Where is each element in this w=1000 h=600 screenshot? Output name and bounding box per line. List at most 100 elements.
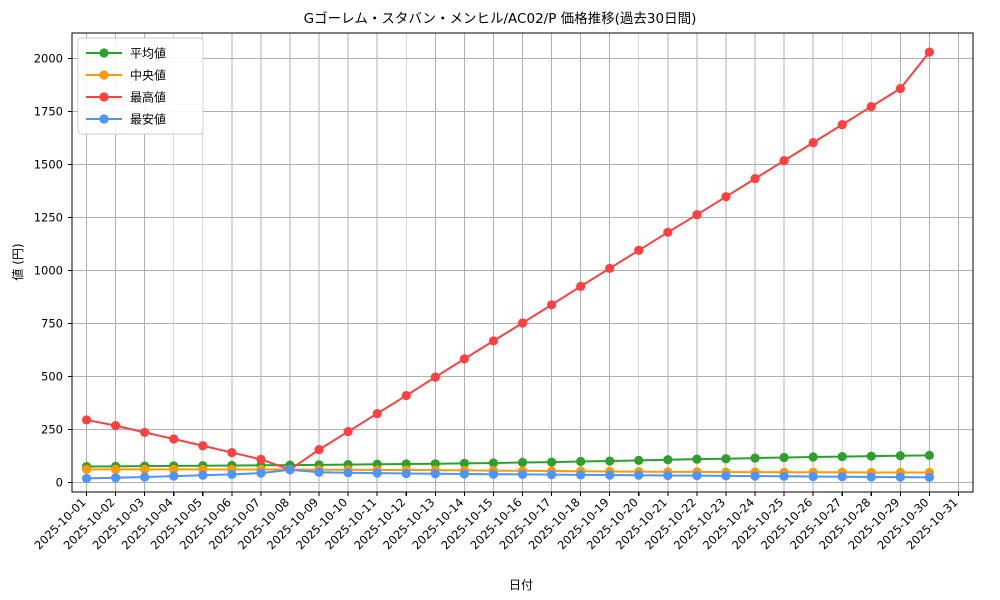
data-point-marker: [924, 450, 935, 460]
data-point-marker: [140, 472, 150, 482]
data-point-marker: [111, 464, 121, 474]
data-point-marker: [779, 471, 789, 481]
data-point-marker: [140, 464, 150, 474]
data-point-marker: [750, 453, 760, 463]
data-point-marker: [779, 452, 789, 463]
data-point-marker: [779, 156, 789, 166]
y-tick-label: 1000: [34, 263, 63, 277]
data-point-marker: [517, 457, 528, 468]
data-point-marker: [459, 354, 469, 364]
data-point-marker: [721, 192, 731, 202]
data-point-marker: [285, 465, 295, 475]
data-point-marker: [401, 468, 411, 479]
legend-item-2[interactable]: 中央値: [86, 68, 166, 83]
data-point-marker: [924, 47, 935, 57]
data-point-marker: [808, 471, 818, 482]
data-point-marker: [459, 469, 469, 479]
data-point-marker: [866, 472, 876, 482]
data-point-marker: [488, 469, 499, 479]
data-point-marker: [924, 472, 935, 482]
data-point-marker: [256, 468, 266, 478]
legend-item-3[interactable]: 最高値: [86, 90, 166, 105]
data-point-marker: [430, 469, 440, 479]
y-tick-label: 1750: [34, 104, 63, 118]
data-point-marker: [81, 415, 92, 425]
series-line: [85, 468, 931, 480]
data-point-marker: [605, 263, 615, 273]
data-point-marker: [372, 408, 382, 419]
data-point-marker: [488, 458, 499, 468]
data-point-marker: [692, 454, 702, 464]
data-point-marker: [837, 119, 847, 130]
data-point-marker: [343, 426, 353, 437]
data-point-marker: [837, 472, 847, 482]
series-line: [85, 454, 931, 468]
data-point-marker: [430, 459, 440, 469]
y-tick-label: 1500: [34, 157, 63, 171]
data-point-marker: [343, 468, 353, 478]
data-point-marker: [198, 441, 208, 451]
data-point-marker: [81, 473, 92, 484]
legend-item-4[interactable]: 最安値: [86, 112, 166, 127]
data-point-marker: [169, 471, 179, 481]
data-point-marker: [750, 471, 760, 481]
data-point-marker: [546, 457, 557, 467]
data-point-marker: [721, 471, 731, 481]
series-4: [81, 465, 935, 484]
y-axis-ticks: 0 250 500 750 1000 1250 1500 1750 2000: [34, 51, 72, 489]
data-point-marker: [721, 454, 731, 464]
data-point-marker: [430, 372, 440, 382]
data-point-marker: [634, 470, 644, 480]
x-axis-label: 日付: [509, 578, 533, 592]
data-point-marker: [895, 472, 905, 482]
data-point-marker: [111, 473, 121, 483]
data-point-marker: [808, 452, 818, 462]
chart-title: Gゴーレム・スタバン・メンヒル/AC02/P 価格推移(過去30日間): [304, 10, 697, 27]
data-point-marker: [314, 467, 324, 477]
legend-box: [77, 37, 204, 135]
legend-label: 最高値: [130, 90, 166, 105]
legend-item-1[interactable]: 平均値: [86, 46, 166, 61]
y-tick-label: 2000: [34, 51, 63, 65]
data-point-marker: [517, 469, 528, 479]
legend-label: 平均値: [130, 46, 166, 61]
data-point-marker: [692, 471, 702, 481]
legend-marker-icon: [99, 70, 109, 80]
data-point-marker: [837, 451, 847, 462]
data-point-marker: [605, 456, 615, 466]
data-point-marker: [169, 464, 179, 474]
data-point-marker: [111, 421, 121, 431]
data-point-marker: [866, 451, 876, 461]
data-point-marker: [895, 451, 905, 461]
data-point-marker: [517, 318, 528, 328]
data-point-marker: [488, 336, 499, 346]
series-3: [81, 47, 935, 475]
data-point-marker: [576, 281, 586, 291]
data-point-marker: [663, 470, 673, 481]
data-point-marker: [198, 470, 208, 480]
data-point-marker: [314, 445, 324, 455]
data-point-marker: [576, 470, 586, 480]
data-point-marker: [546, 300, 557, 310]
data-point-marker: [605, 470, 615, 480]
y-tick-label: 750: [41, 316, 63, 330]
y-tick-label: 500: [41, 369, 63, 383]
data-point-marker: [808, 138, 818, 148]
data-point-marker: [663, 455, 673, 465]
data-point-marker: [634, 245, 644, 255]
y-tick-label: 250: [41, 422, 63, 436]
legend-label: 中央値: [130, 68, 166, 83]
y-tick-label: 0: [56, 475, 63, 489]
series-line: [85, 468, 931, 474]
data-point-marker: [81, 464, 92, 474]
data-point-marker: [750, 174, 760, 184]
data-point-marker: [866, 101, 876, 112]
series-line: [85, 51, 931, 471]
y-tick-label: 1250: [34, 210, 63, 224]
data-point-marker: [576, 456, 586, 467]
data-point-marker: [663, 227, 673, 237]
data-point-marker: [169, 434, 179, 444]
legend-marker-icon: [99, 114, 109, 124]
